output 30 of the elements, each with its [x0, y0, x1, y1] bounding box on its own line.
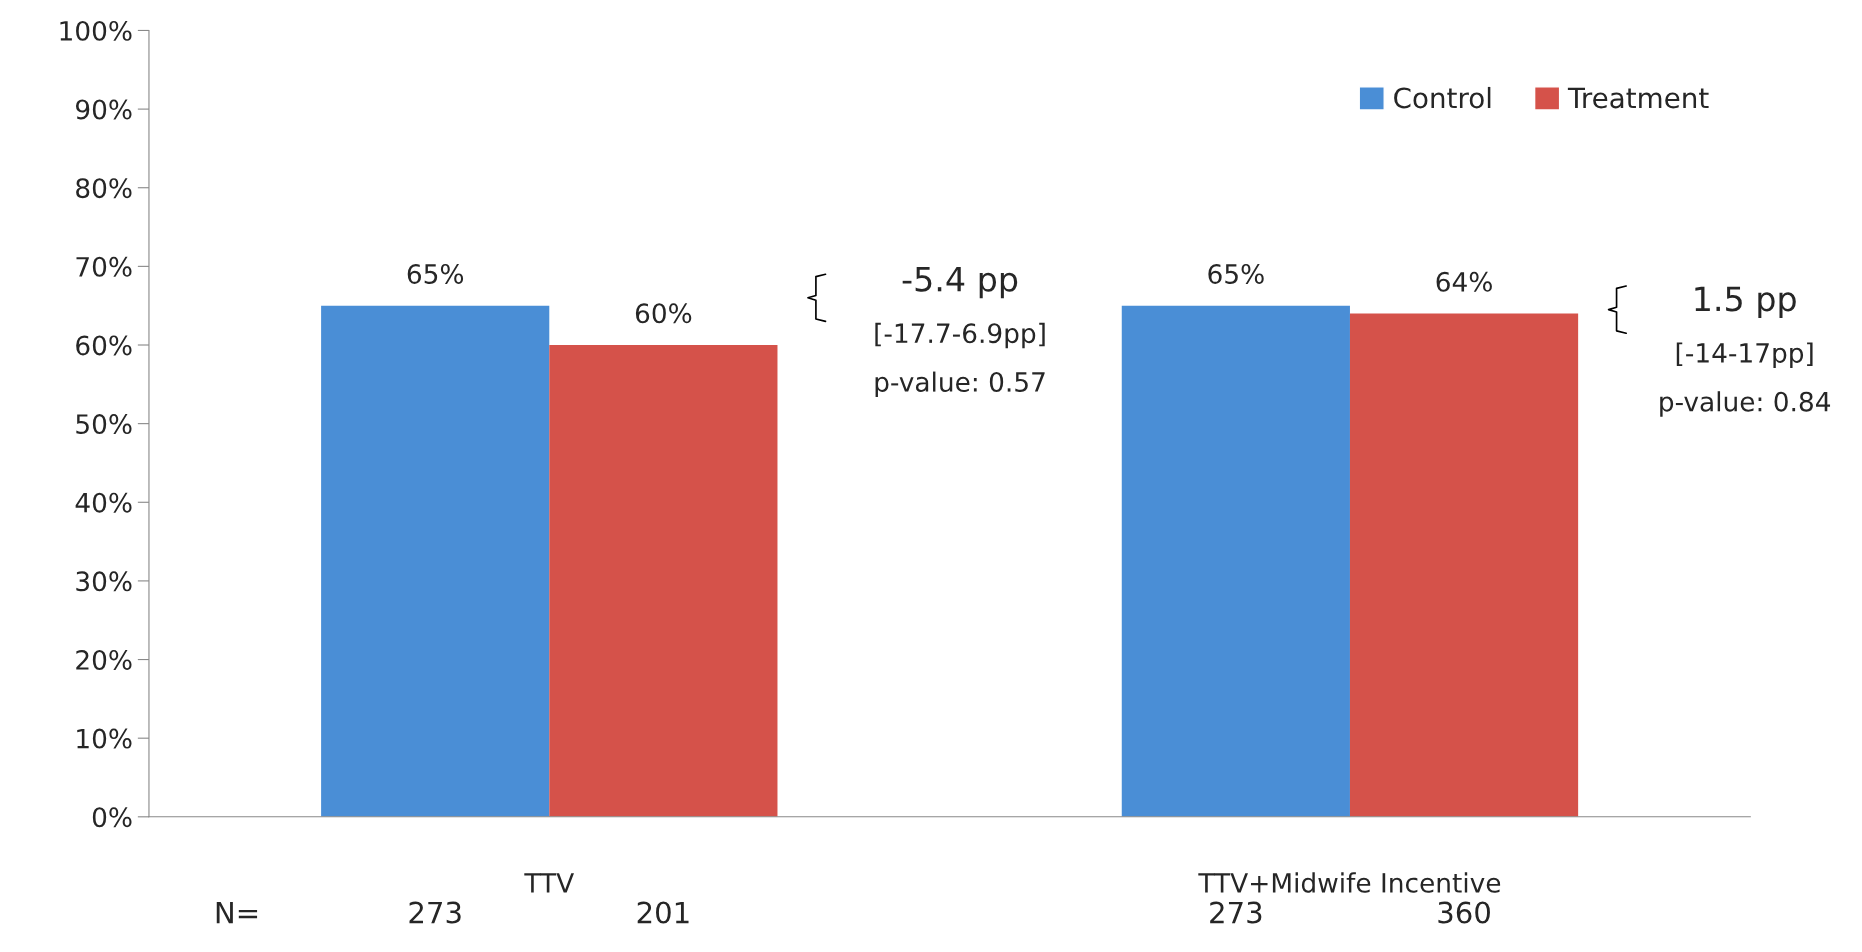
- data-label: 65%: [407, 263, 464, 284]
- x-tick-label: TTV+Midwife Incentive: [1198, 872, 1501, 893]
- data-label: 60%: [635, 303, 692, 324]
- y-tick-label: 70%: [76, 256, 132, 277]
- x-tick-label: TTV: [524, 873, 574, 893]
- text: 273: [1210, 901, 1262, 924]
- y-tick-label: 100%: [60, 20, 132, 41]
- text: N=: [216, 901, 258, 924]
- text: 360: [1438, 901, 1490, 924]
- text: 201: [637, 901, 689, 924]
- annotation: p-value: 0.57: [875, 371, 1045, 398]
- legend-label: Treatment: [1567, 87, 1709, 109]
- annotation: [-17.7-6.9pp]: [875, 322, 1045, 349]
- legend-label: Control: [1394, 86, 1491, 109]
- y-tick-label: 60%: [76, 335, 132, 356]
- y-tick-label: 50%: [76, 414, 132, 435]
- y-tick-label: 90%: [76, 99, 132, 120]
- y-tick-label: 20%: [76, 649, 132, 670]
- y-tick-label: 0%: [92, 807, 132, 828]
- y-tick-label: 80%: [76, 178, 132, 199]
- annotation: 1.5 pp: [1695, 286, 1796, 318]
- data-label: 64%: [1436, 271, 1492, 292]
- text: 273: [409, 901, 461, 924]
- y-tick-label: 10%: [77, 728, 132, 749]
- annotation: -5.4 pp: [902, 266, 1018, 299]
- annotation: p-value: 0.84: [1660, 391, 1831, 417]
- y-tick-label: 40%: [75, 492, 132, 513]
- annotation: [-14-17pp]: [1676, 342, 1813, 368]
- data-label: 65%: [1208, 263, 1264, 284]
- y-tick-label: 30%: [76, 571, 132, 592]
